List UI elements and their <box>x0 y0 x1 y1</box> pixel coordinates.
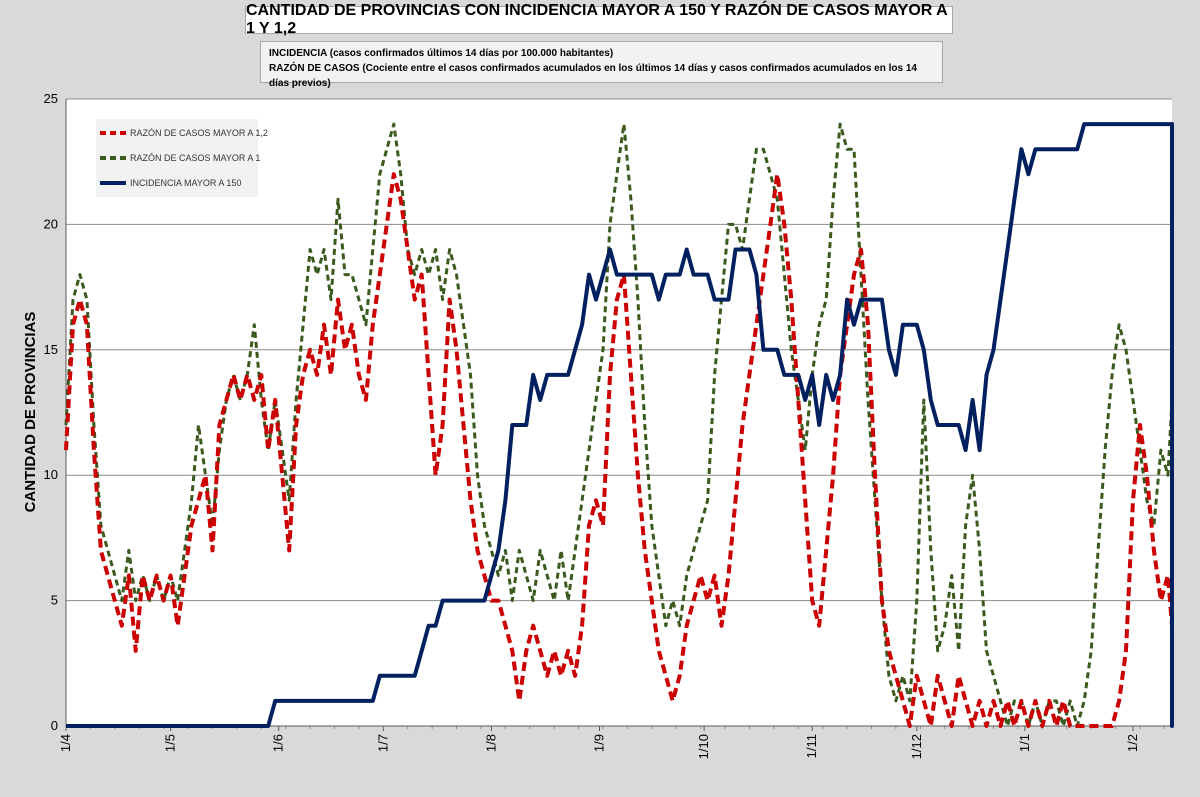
series-line-incidencia-150 <box>66 122 1174 728</box>
legend: RAZÓN DE CASOS MAYOR A 1,2 RAZÓN DE CASOS… <box>96 119 268 197</box>
x-tick-label: 1/11 <box>804 734 819 758</box>
y-axis: 0 5 10 15 20 25 <box>44 91 67 733</box>
y-tick-label: 20 <box>44 216 58 231</box>
series-line-razon-1 <box>64 122 1174 728</box>
x-tick-label: 1/7 <box>375 734 390 752</box>
definition-incidencia: INCIDENCIA (casos confirmados últimos 14… <box>269 48 614 59</box>
y-tick-label: 15 <box>44 342 58 357</box>
definitions-box: INCIDENCIA (casos confirmados últimos 14… <box>260 41 943 89</box>
definition-razon-de-casos: RAZÓN DE CASOS (Cociente entre el casos … <box>269 63 917 89</box>
legend-label: INCIDENCIA MAYOR A 150 <box>130 178 241 188</box>
series-lines <box>64 122 1174 728</box>
series-line-razon-1-2 <box>64 122 1174 728</box>
y-tick-label: 0 <box>51 718 58 733</box>
y-axis-label: CANTIDAD DE PROVINCIAS <box>22 312 39 513</box>
x-tick-label: 1/10 <box>696 734 711 759</box>
x-tick-label: 1/9 <box>592 734 607 752</box>
y-tick-label: 10 <box>44 467 58 482</box>
chart-title: CANTIDAD DE PROVINCIAS CON INCIDENCIA MA… <box>245 2 953 37</box>
x-axis: 1/4 1/5 1/6 1/7 1/8 1/9 1/10 1/11 1/12 1/1 1/2 <box>58 725 1172 759</box>
x-tick-label: 1/4 <box>58 734 73 752</box>
legend-label: RAZÓN DE CASOS MAYOR A 1 <box>130 153 260 163</box>
x-tick-label: 1/12 <box>909 734 924 759</box>
x-tick-label: 1/8 <box>483 734 498 752</box>
x-tick-label: 1/6 <box>271 734 286 752</box>
x-tick-label: 1/5 <box>163 734 178 752</box>
plot-area <box>66 99 1172 726</box>
y-tick-label: 25 <box>44 91 58 106</box>
legend-label: RAZÓN DE CASOS MAYOR A 1,2 <box>130 128 268 138</box>
x-tick-label: 1/1 <box>1017 734 1032 752</box>
y-tick-label: 5 <box>51 593 58 608</box>
x-tick-label: 1/2 <box>1125 734 1140 752</box>
